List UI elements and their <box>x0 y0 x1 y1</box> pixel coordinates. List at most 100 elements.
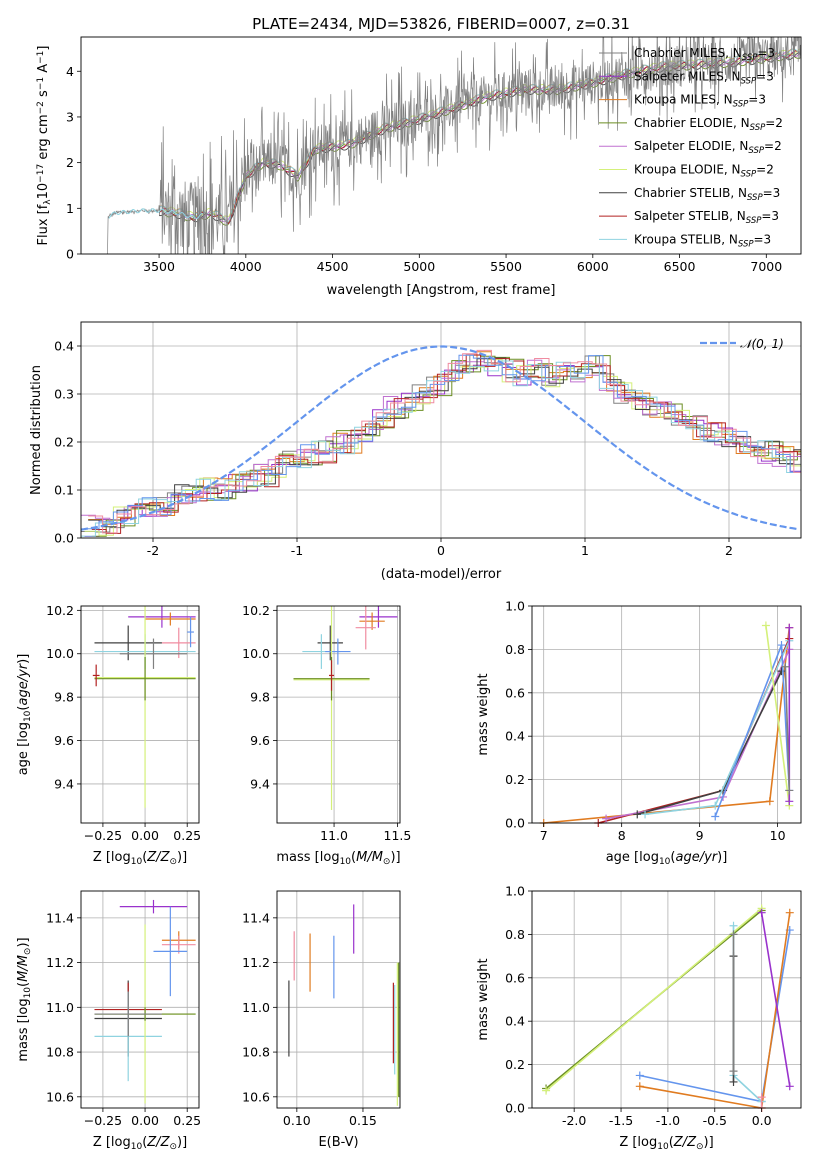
legend-sub: SSP <box>746 216 762 226</box>
series-marker <box>757 1093 766 1102</box>
series <box>761 621 794 810</box>
x-tick-label: 0 <box>437 543 445 558</box>
legend-entry: Chabrier MILES, NSSP=3 <box>634 46 775 63</box>
x-axis-label: Z [log10(Z/Z⊙)] <box>619 1135 713 1152</box>
y-tick-label: 9.8 <box>250 690 270 705</box>
series-marker <box>633 810 642 819</box>
x-tick-label: 11.5 <box>384 828 412 843</box>
x-axis-label: Z [log10(Z/Z⊙)] <box>93 1135 187 1152</box>
axes-frame <box>80 36 802 255</box>
x-tick-label: 0.10 <box>283 1113 311 1128</box>
series-marker <box>635 1082 644 1091</box>
label-part: M/M <box>356 850 383 865</box>
label-part: A <box>36 64 51 77</box>
x-axis-label: wavelength [Angstrom, rest frame] <box>327 283 556 298</box>
legend-tail: =3 <box>757 46 775 60</box>
legend-sub: SSP <box>748 146 764 156</box>
y-axis-label: mass weight <box>476 958 491 1040</box>
legend-entry: Salpeter STELIB, NSSP=3 <box>634 209 779 226</box>
label-part: age/yr <box>16 662 31 705</box>
x-tick-label: 4000 <box>230 259 262 274</box>
x-tick-label: -2.0 <box>562 1113 586 1128</box>
series-marker <box>711 812 720 821</box>
y-tick-label: 3 <box>66 109 74 124</box>
label-part: )] <box>16 654 31 664</box>
x-tick-label: 0.00 <box>131 1113 159 1128</box>
axes-frame <box>80 890 200 1109</box>
series-marker <box>777 667 786 676</box>
label-part: −2 <box>36 101 46 114</box>
label-part: λ <box>43 199 53 205</box>
errorbars <box>293 606 398 810</box>
y-axis-label: Flux [fλ10−17 erg cm−2 s−1 A−1] <box>36 46 53 246</box>
series-marker <box>729 921 738 930</box>
label-part: age [log <box>16 722 31 775</box>
label-part: )] <box>177 1135 187 1150</box>
legend-text: Chabrier ELODIE, N <box>634 116 750 130</box>
label-part: ⊙ <box>383 857 391 867</box>
legend-text: Salpeter MILES, N <box>634 69 741 83</box>
label-part: 10 <box>131 857 143 867</box>
label-part: age [log <box>606 850 659 865</box>
axes-frame <box>531 605 802 824</box>
x-tick-label: 7 <box>540 828 548 843</box>
histogram-series <box>81 360 801 537</box>
legend-sub: SSP <box>733 100 749 110</box>
label-part: 10 <box>23 710 33 722</box>
x-axis-label: (data-model)/error <box>381 567 502 582</box>
x-axis-label: mass [log10(M/M⊙)] <box>276 850 400 867</box>
y-tick-label: 0.4 <box>505 1014 525 1029</box>
series-marker <box>765 797 774 806</box>
legend-text: Salpeter STELIB, N <box>634 209 746 223</box>
series-line <box>765 625 791 806</box>
label-part: ( <box>669 1135 674 1150</box>
y-tick-label: 9.6 <box>54 733 74 748</box>
series-line <box>784 666 791 791</box>
y-tick-label: 10.6 <box>242 1089 270 1104</box>
y-tick-label: 9.8 <box>54 690 74 705</box>
label-part: M/M <box>16 955 31 982</box>
observed-spectrum <box>107 37 801 254</box>
x-tick-label: -2 <box>147 543 159 558</box>
label-part: ⊙ <box>169 1142 177 1152</box>
y-tick-label: 1 <box>66 201 74 216</box>
y-tick-label: 11.0 <box>242 1000 270 1015</box>
y-tick-label: 0.0 <box>505 1101 525 1116</box>
y-tick-label: 10.8 <box>242 1045 270 1060</box>
spectrum-chart: 3500 4000 4500 5000 5500 6000 6500 7000 0 1 2 3 4 PLA… <box>36 15 802 298</box>
label-part: ( <box>16 706 31 711</box>
label-part: 10 <box>131 1142 143 1152</box>
y-tick-label: 2 <box>66 155 74 170</box>
y-tick-label: 11.2 <box>242 955 270 970</box>
x-tick-label: 0.15 <box>349 1113 377 1128</box>
plot-area <box>81 891 199 1108</box>
x-tick-label: 0.00 <box>131 828 159 843</box>
label-part: 10 <box>340 857 352 867</box>
axes-frame <box>276 605 401 824</box>
errorbars <box>288 904 400 1106</box>
y-tick-label: 9.4 <box>54 776 74 791</box>
legend-sub: SSP <box>741 170 757 180</box>
label-part: age/yr <box>675 850 718 865</box>
series-marker <box>781 662 790 671</box>
y-tick-label: 11.4 <box>242 910 270 925</box>
label-part: −17 <box>36 164 46 183</box>
label-part: ( <box>142 1135 147 1150</box>
label-part: −1 <box>36 77 46 90</box>
label-part: −1 <box>36 51 46 64</box>
series-marker <box>729 1067 738 1076</box>
legend-sub: SSP <box>741 76 757 86</box>
series-marker <box>777 641 786 650</box>
data-point <box>94 625 162 661</box>
label-part: ( <box>16 982 31 987</box>
legend-tail: =3 <box>748 93 766 107</box>
y-tick-label: 4 <box>66 64 74 79</box>
series-marker <box>542 1086 551 1095</box>
x-tick-label: 0.25 <box>173 1113 201 1128</box>
series-marker <box>729 1077 738 1086</box>
label-part: ( <box>670 850 675 865</box>
legend-entry: Kroupa STELIB, NSSP=3 <box>634 232 771 249</box>
label-part: Z/Z <box>146 850 170 865</box>
